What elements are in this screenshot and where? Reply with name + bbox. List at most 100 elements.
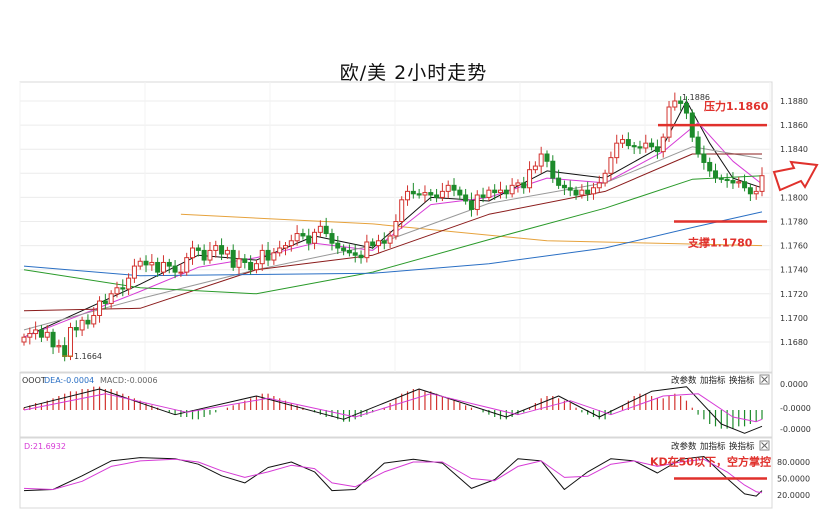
candle-body xyxy=(550,160,556,179)
candle-body xyxy=(352,252,358,256)
candle-body xyxy=(27,333,33,338)
y-tick-label: 1.1760 xyxy=(780,242,808,251)
candle-body xyxy=(242,258,248,263)
candle-body xyxy=(393,221,399,237)
candle-body xyxy=(445,184,451,192)
candle-body xyxy=(666,106,672,138)
trendline-orange xyxy=(180,213,763,247)
candle-body xyxy=(277,247,283,254)
support-label: 支撑1.1780 xyxy=(687,236,753,250)
candle-body xyxy=(759,175,765,192)
candle-body xyxy=(172,265,178,273)
macd-panel-frame xyxy=(19,372,773,438)
kdj-tick-label: 50.0000 xyxy=(777,475,810,484)
candle-body xyxy=(480,194,486,198)
candle-body xyxy=(672,100,678,108)
candle-body xyxy=(236,258,242,268)
candle-body xyxy=(544,153,550,162)
macd-tick-label: 0.0000 xyxy=(780,380,808,389)
candle-body xyxy=(561,184,567,189)
y-tick-label: 1.1720 xyxy=(780,290,808,299)
candle-body xyxy=(56,345,62,348)
candle-body xyxy=(556,177,562,186)
candle-body xyxy=(265,249,271,261)
candle-body xyxy=(608,157,614,174)
y-tick-label: 1.1840 xyxy=(780,145,808,154)
kdj-add-indicator-button[interactable]: 加指标 xyxy=(700,441,726,452)
kdj-header-value: D:21.6932 xyxy=(24,442,66,451)
macd-header-dea: DEA:-0.0004 xyxy=(44,376,94,385)
trendline-layer xyxy=(180,213,763,247)
moving-average-layer xyxy=(23,100,763,338)
candle-body xyxy=(230,249,236,268)
y-tick-label: 1.1880 xyxy=(780,97,808,106)
candle-body xyxy=(102,300,108,304)
candle-body xyxy=(346,249,352,254)
candle-body xyxy=(678,100,684,104)
macd-switch-indicator-button[interactable]: 换指标 xyxy=(729,375,755,386)
macd-edit-params-button[interactable]: 改参数 xyxy=(671,375,697,386)
candle-body xyxy=(602,172,608,184)
candle-body xyxy=(713,170,719,179)
y-tick-label: 1.1860 xyxy=(780,121,808,130)
candle-body xyxy=(160,261,166,273)
kdj-switch-indicator-button[interactable]: 换指标 xyxy=(729,441,755,452)
candle-body xyxy=(224,249,230,255)
macd-add-indicator-button[interactable]: 加指标 xyxy=(700,375,726,386)
candle-body xyxy=(590,187,596,195)
candle-body xyxy=(317,225,323,233)
macd-close-icon[interactable] xyxy=(759,374,770,385)
candle-body xyxy=(97,300,103,316)
candle-body xyxy=(509,184,515,195)
candle-body xyxy=(375,240,381,247)
candle-body xyxy=(335,242,341,249)
candle-body xyxy=(33,329,39,335)
macd-tick-label: -0.0000 xyxy=(780,425,811,434)
candle-body xyxy=(91,314,97,325)
candle-body xyxy=(364,241,370,259)
candle-body xyxy=(620,139,626,144)
candle-body xyxy=(631,145,637,148)
kdj-panel-frame xyxy=(19,437,773,509)
candle-body xyxy=(463,194,469,202)
candle-body xyxy=(282,245,288,249)
high-price-label: 1.1886 xyxy=(682,93,710,102)
candle-body xyxy=(643,142,649,149)
candle-body xyxy=(67,327,73,357)
kdj-tick-label: 20.0000 xyxy=(777,491,810,500)
candle-body xyxy=(637,146,643,149)
candle-body xyxy=(120,287,126,290)
candle-body xyxy=(341,247,347,251)
macd-header-macd: MACD:-0.0006 xyxy=(100,376,158,385)
candle-body xyxy=(21,336,27,343)
candle-body xyxy=(79,319,85,331)
candle-body xyxy=(288,240,294,247)
y-axis-ticks: 1.18801.18601.18401.18201.18001.17801.17… xyxy=(777,97,811,500)
candle-body xyxy=(73,327,79,331)
candle-body xyxy=(219,245,225,255)
candle-body xyxy=(259,249,265,265)
candle-body xyxy=(201,249,207,261)
candle-body xyxy=(660,136,666,153)
kdj-close-icon[interactable] xyxy=(759,440,770,451)
candle-body xyxy=(381,240,387,244)
candle-body xyxy=(579,189,585,196)
kdj-edit-params-button[interactable]: 改参数 xyxy=(671,441,697,452)
chart-title: 欧/美 2小时走势 xyxy=(339,62,488,84)
candle-body xyxy=(451,184,457,191)
y-tick-label: 1.1740 xyxy=(780,266,808,275)
direction-arrow-icon xyxy=(772,160,819,192)
macd-header-left: OOOT xyxy=(22,376,46,385)
candle-body xyxy=(701,153,707,163)
candle-body xyxy=(62,345,68,357)
candle-body xyxy=(515,182,521,186)
candle-body xyxy=(468,200,474,210)
macd-dea-line xyxy=(23,393,763,423)
candle-body xyxy=(131,265,137,279)
candle-body xyxy=(114,287,120,295)
ma-line-darkred xyxy=(23,153,762,312)
candle-body xyxy=(695,136,701,155)
candle-body xyxy=(300,233,306,237)
